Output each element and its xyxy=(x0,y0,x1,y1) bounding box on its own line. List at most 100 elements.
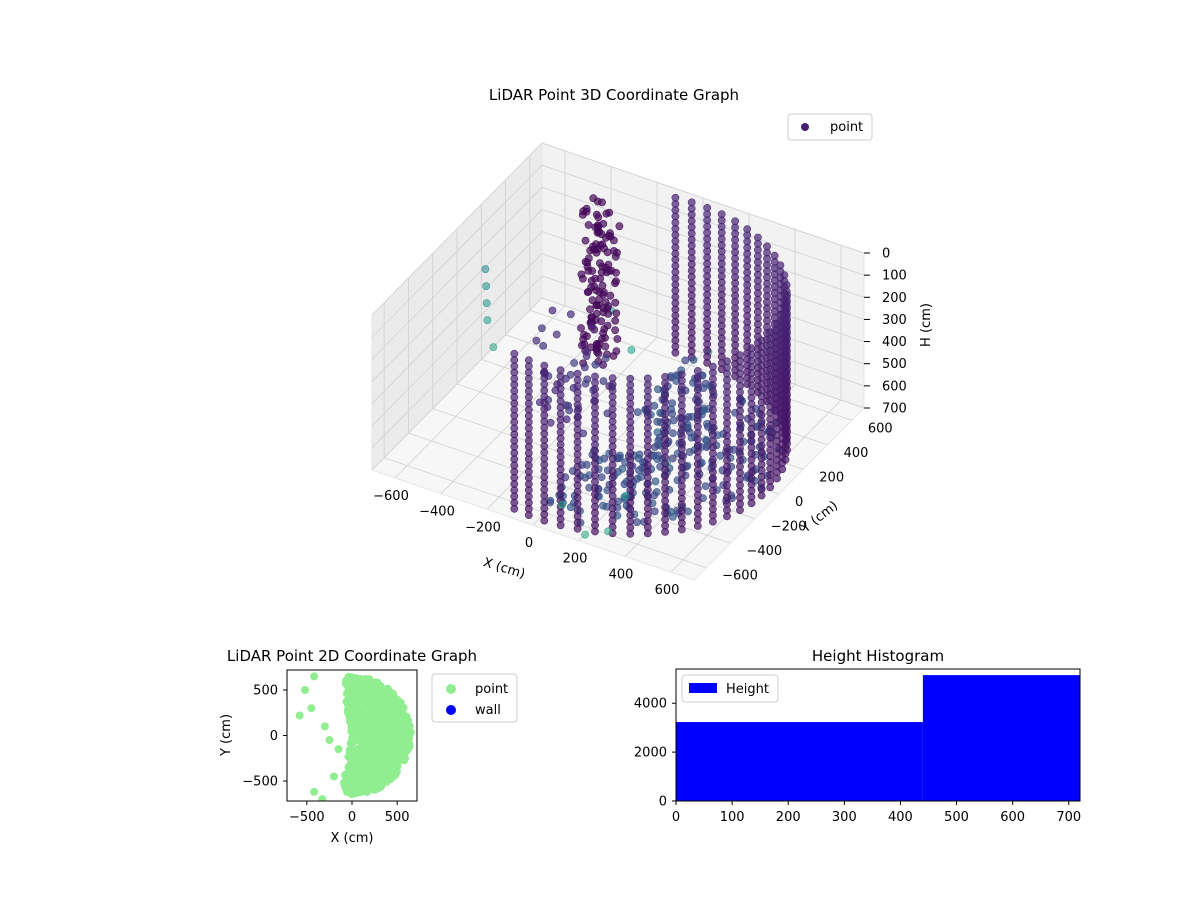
chart-2d-point xyxy=(345,777,354,786)
chart-3d-xtick: −200 xyxy=(465,520,501,535)
chart-2d-point xyxy=(350,717,359,726)
chart-2d-point xyxy=(368,714,377,723)
chart-3d-point xyxy=(654,385,662,394)
chart-2d-ytick: 0 xyxy=(270,729,278,744)
chart-2d-point xyxy=(383,691,392,700)
chart-3d-xtick: −600 xyxy=(373,489,409,504)
chart-2d-point xyxy=(376,736,385,745)
chart-3d-point xyxy=(703,358,712,367)
chart-2d-point xyxy=(295,711,304,720)
chart-3d-point xyxy=(677,525,686,534)
chart-3d-point xyxy=(577,324,585,332)
chart-3d-point xyxy=(609,352,618,360)
chart-hist-legend: Height xyxy=(681,674,779,703)
chart-3d-point xyxy=(584,287,593,296)
chart-3d-point xyxy=(709,517,717,526)
chart-hist-legend-swatch xyxy=(689,683,717,693)
chart-3d-point xyxy=(633,408,642,416)
chart-3d-point xyxy=(650,401,659,410)
chart-hist-xtick: 300 xyxy=(832,810,857,825)
chart-2d-point xyxy=(350,675,359,684)
chart-3d-point xyxy=(601,298,610,306)
chart-2d-point xyxy=(310,787,319,796)
chart-2d-point xyxy=(403,741,412,750)
chart-3d-point xyxy=(481,265,490,273)
chart-2d-point xyxy=(376,685,385,694)
chart-3d-point xyxy=(668,409,677,418)
chart-3d-ytick: 600 xyxy=(868,421,893,436)
chart-2d-point xyxy=(379,764,388,773)
chart-3d-gridline-h-back xyxy=(541,164,865,276)
chart-3d-point xyxy=(611,316,620,325)
chart-hist-title: Height Histogram xyxy=(812,647,944,665)
chart-3d-point xyxy=(669,429,677,437)
chart-2d-point xyxy=(351,703,360,712)
chart-2d-point xyxy=(399,712,408,721)
chart-3d-gridline-h-left xyxy=(371,253,543,426)
chart-3d-point xyxy=(510,504,519,513)
chart-3d-point xyxy=(613,335,622,343)
chart-2d-legend-marker-wall xyxy=(446,705,456,715)
chart-3d-point xyxy=(681,356,690,365)
chart-hist-legend-box xyxy=(681,674,779,703)
chart-3d-gridline-h-back xyxy=(541,275,865,387)
chart-3d-ztick: 0 xyxy=(882,247,890,262)
chart-3d-point xyxy=(570,359,578,367)
chart-2d-point xyxy=(301,686,310,695)
chart-3d-ztick: 500 xyxy=(882,357,907,372)
chart-3d-point xyxy=(538,324,546,333)
chart-3d-gridline-h-left xyxy=(371,142,543,316)
chart-2d-point xyxy=(348,687,356,696)
chart-3d-point xyxy=(586,305,594,314)
chart-3d-point xyxy=(605,231,613,240)
chart-3d-xtick: −400 xyxy=(419,505,455,520)
chart-2d-point xyxy=(398,753,406,762)
chart-3d-point xyxy=(581,257,590,266)
chart-3d-point xyxy=(579,207,588,216)
chart-2d-xlabel: X (cm) xyxy=(331,831,374,846)
chart-2d-point xyxy=(394,708,403,717)
chart-3d-title: LiDAR Point 3D Coordinate Graph xyxy=(489,86,739,104)
chart-3d-point xyxy=(685,428,694,437)
chart-3d-ytick: −400 xyxy=(746,544,782,559)
chart-2d-point xyxy=(348,739,357,748)
chart-2d-point xyxy=(352,787,361,795)
chart-3d-point xyxy=(766,483,775,492)
chart-3d-point xyxy=(684,413,693,421)
chart-3d-point xyxy=(539,341,548,350)
chart-3d-point xyxy=(592,210,601,219)
chart-3d-point xyxy=(650,491,659,500)
chart-2d-point xyxy=(351,730,360,738)
chart-hist-xtick: 600 xyxy=(1000,810,1025,825)
chart-2d-legend: point wall xyxy=(431,673,518,723)
chart-2d-point xyxy=(355,681,364,690)
chart-3d-point xyxy=(633,518,641,527)
chart-2d-point xyxy=(369,785,378,794)
chart-2d-point xyxy=(379,772,388,781)
chart-3d-point xyxy=(540,516,549,525)
chart-2d-point xyxy=(310,672,319,681)
chart-3d-ytick: −600 xyxy=(722,569,758,584)
chart-2d-legend-label-point: point xyxy=(475,682,508,697)
chart-3d-gridline-h-left xyxy=(371,187,543,360)
chart-2d-point xyxy=(385,742,394,751)
chart-3d-point xyxy=(548,306,557,315)
chart-3d-legend-marker xyxy=(801,123,809,131)
chart-3d-xtick: 600 xyxy=(655,583,680,598)
chart-2d-point xyxy=(388,706,397,715)
chart-3d-gridline-h-left xyxy=(371,297,543,471)
chart-3d-ytick: −200 xyxy=(771,520,807,535)
chart-3d-point xyxy=(482,282,490,290)
chart-3d-point xyxy=(651,443,659,451)
chart-2d-point xyxy=(318,795,327,801)
chart-2d-points xyxy=(295,672,415,801)
chart-3d-point xyxy=(592,286,601,295)
chart-hist-xtick: 500 xyxy=(944,810,969,825)
chart-3d-point xyxy=(591,360,600,369)
chart-2d-point xyxy=(383,734,392,743)
chart-3d-xtick: 200 xyxy=(563,552,588,567)
chart-3d-point xyxy=(600,288,608,297)
chart-3d-ticks: −600−400−2000200400600−600−400−200020040… xyxy=(373,247,907,599)
chart-3d-point xyxy=(671,348,680,357)
chart-2d-point xyxy=(389,770,398,779)
